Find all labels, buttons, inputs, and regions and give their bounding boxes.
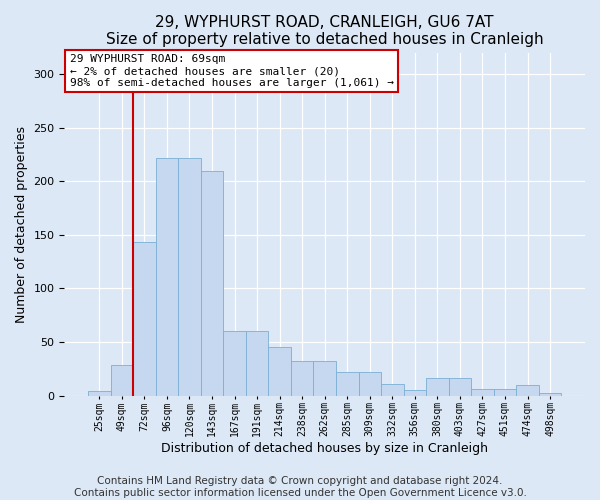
Bar [426,378,449,396]
Y-axis label: Number of detached properties: Number of detached properties [15,126,28,322]
Bar [133,242,155,396]
Bar [336,372,359,396]
Bar [539,394,562,396]
Bar [268,348,291,396]
Bar [313,362,336,396]
Bar [404,390,426,396]
Title: 29, WYPHURST ROAD, CRANLEIGH, GU6 7AT
Size of property relative to detached hous: 29, WYPHURST ROAD, CRANLEIGH, GU6 7AT Si… [106,15,544,48]
Bar [201,170,223,396]
Text: Contains HM Land Registry data © Crown copyright and database right 2024.
Contai: Contains HM Land Registry data © Crown c… [74,476,526,498]
Bar [88,392,110,396]
Bar [381,384,404,396]
Bar [110,364,133,396]
Bar [155,158,178,396]
Bar [359,372,381,396]
Bar [246,332,268,396]
Bar [449,378,471,396]
Bar [494,389,516,396]
X-axis label: Distribution of detached houses by size in Cranleigh: Distribution of detached houses by size … [161,442,488,455]
Bar [223,332,246,396]
Bar [178,158,201,396]
Bar [471,389,494,396]
Bar [291,362,313,396]
Text: 29 WYPHURST ROAD: 69sqm
← 2% of detached houses are smaller (20)
98% of semi-det: 29 WYPHURST ROAD: 69sqm ← 2% of detached… [70,54,394,88]
Bar [516,385,539,396]
